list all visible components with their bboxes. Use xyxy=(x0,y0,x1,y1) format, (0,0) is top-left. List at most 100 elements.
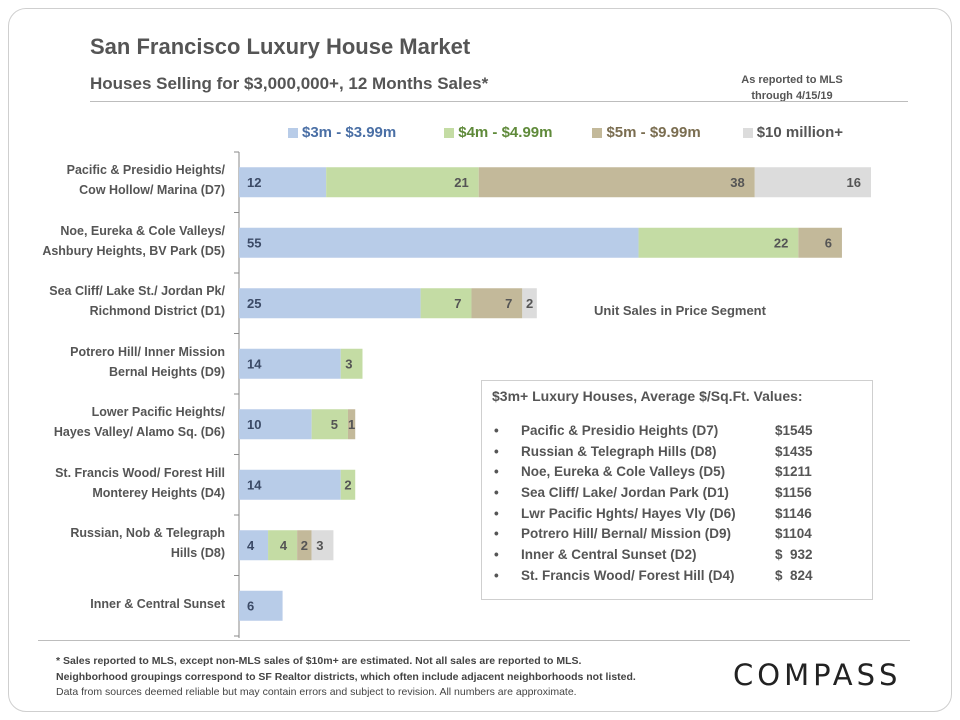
footer-divider xyxy=(38,640,910,641)
legend-item-1: $3m - $3.99m xyxy=(288,124,396,141)
info-list-item: • Lwr Pacific Hghts/ Hayes Vly (D6) $1146 xyxy=(492,503,872,524)
bar-segment xyxy=(478,167,755,198)
bar-segment xyxy=(340,348,363,379)
legend-label-3: $5m - $9.99m xyxy=(606,124,701,141)
category-label: St. Francis Wood/ Forest Hill Monterey He… xyxy=(55,463,225,503)
bar-segment xyxy=(239,530,269,561)
bar-data-label: 2 xyxy=(526,296,533,311)
info-list-item: • Noe, Eureka & Cole Valleys (D5) $1211 xyxy=(492,461,872,482)
bar-segment xyxy=(420,288,472,319)
bullet-icon: • xyxy=(494,464,499,480)
bar-data-label: 25 xyxy=(247,296,261,311)
category-label-line: Hills (D8) xyxy=(170,546,225,561)
legend-label-4: $10 million+ xyxy=(756,124,843,141)
info-item-value: $1435 xyxy=(775,443,813,459)
bar-segment xyxy=(347,409,356,440)
category-label: Sea Cliff/ Lake St./ Jordan Pk/Richmond … xyxy=(49,281,225,321)
bar-segment xyxy=(239,469,341,500)
bar-segment xyxy=(311,530,334,561)
category-label-line: Ashbury Heights, BV Park (D5) xyxy=(42,243,225,258)
category-label: Lower Pacific Heights/Hayes Valley/ Alam… xyxy=(54,402,225,442)
legend-swatch-4 xyxy=(742,127,753,138)
info-item-name: Pacific & Presidio Heights (D7) xyxy=(521,422,719,438)
category-label-line: Richmond District (D1) xyxy=(89,304,225,319)
legend-item-3: $5m - $9.99m xyxy=(592,124,701,141)
category-label-line: Monterey Heights (D4) xyxy=(92,485,225,500)
bar-segment xyxy=(239,590,283,621)
info-item-value: $ 932 xyxy=(775,546,813,562)
info-list-item: • Sea Cliff/ Lake/ Jordan Park (D1) $1156 xyxy=(492,482,872,503)
bar-segment xyxy=(522,288,537,319)
bar-data-label: 6 xyxy=(825,235,832,250)
category-label-line: Inner & Central Sunset xyxy=(90,596,225,611)
bar-data-label: 5 xyxy=(331,417,338,432)
bar-segment xyxy=(798,227,842,258)
bar-data-label: 4 xyxy=(280,538,288,553)
source-note-line1: As reported to MLS xyxy=(741,74,843,86)
compass-logo: COMPASS xyxy=(733,658,902,692)
category-label-line: Russian, Nob & Telegraph xyxy=(70,526,225,541)
info-item-name: Lwr Pacific Hghts/ Hayes Vly (D6) xyxy=(521,505,736,521)
sqft-info-box: $3m+ Luxury Houses, Average $/Sq.Ft. Val… xyxy=(481,380,873,600)
info-list-item: • St. Francis Wood/ Forest Hill (D4) $ 824 xyxy=(492,565,872,586)
bar-segment xyxy=(638,227,799,258)
legend-swatch-3 xyxy=(592,127,603,138)
footnote-line1: * Sales reported to MLS, except non-MLS … xyxy=(56,655,582,667)
bar-segment xyxy=(340,469,356,500)
title-divider xyxy=(90,101,908,102)
page-subtitle: Houses Selling for $3,000,000+, 12 Month… xyxy=(90,74,489,93)
source-note-line2: through 4/15/19 xyxy=(751,90,833,102)
bar-data-label: 2 xyxy=(301,538,308,553)
info-item-name: Russian & Telegraph Hills (D8) xyxy=(521,443,717,459)
legend-swatch-1 xyxy=(288,127,298,138)
bar-data-label: 2 xyxy=(344,477,351,492)
bar-segment xyxy=(311,409,348,440)
bar-data-label: 3 xyxy=(345,356,352,371)
bar-data-label: 7 xyxy=(505,296,512,311)
legend-swatch-2 xyxy=(444,127,455,138)
info-list-item: • Russian & Telegraph Hills (D8) $1435 xyxy=(492,441,872,462)
category-label-line: Sea Cliff/ Lake St./ Jordan Pk/ xyxy=(49,284,225,299)
info-item-name: Sea Cliff/ Lake/ Jordan Park (D1) xyxy=(521,484,729,500)
bar-data-label: 6 xyxy=(247,598,254,613)
info-box-title: $3m+ Luxury Houses, Average $/Sq.Ft. Val… xyxy=(492,388,803,404)
legend-item-4: $10 million+ xyxy=(742,124,843,141)
source-note: As reported to MLS through 4/15/19 xyxy=(722,72,862,104)
info-item-name: Potrero Hill/ Bernal/ Mission (D9) xyxy=(521,526,732,542)
bar-segment xyxy=(239,348,341,379)
bar-segment xyxy=(239,288,421,319)
bar-segment xyxy=(239,227,639,258)
bar-segment xyxy=(268,530,298,561)
category-label-line: Cow Hollow/ Marina (D7) xyxy=(79,183,225,198)
category-label-line: Pacific & Presidio Heights/ xyxy=(66,163,225,178)
bar-segment xyxy=(471,288,523,319)
category-label: Pacific & Presidio Heights/Cow Hollow/ M… xyxy=(67,160,225,200)
legend-label-2: $4m - $4.99m xyxy=(458,124,553,141)
bar-data-label: 16 xyxy=(847,175,861,190)
bullet-icon: • xyxy=(494,443,499,459)
chart-annotation: Unit Sales in Price Segment xyxy=(594,303,766,318)
category-label: Inner & Central Sunset xyxy=(90,594,225,614)
bar-data-label: 38 xyxy=(730,175,744,190)
info-item-value: $1156 xyxy=(775,484,812,500)
bullet-icon: • xyxy=(494,546,499,562)
bullet-icon: • xyxy=(494,484,499,500)
info-list-item: • Inner & Central Sunset (D2) $ 932 xyxy=(492,544,872,565)
info-item-value: $1146 xyxy=(775,505,812,521)
legend-item-2: $4m - $4.99m xyxy=(444,124,552,141)
bar-segment xyxy=(326,167,479,198)
category-label: Noe, Eureka & Cole Valleys/Ashbury Heigh… xyxy=(42,221,225,261)
info-item-name: Noe, Eureka & Cole Valleys (D5) xyxy=(521,464,726,480)
footnote-line2: Neighborhood groupings correspond to SF … xyxy=(56,670,636,683)
category-label-line: Potrero Hill/ Inner Mission xyxy=(70,344,225,359)
bar-data-label: 1 xyxy=(348,417,355,432)
info-item-value: $1104 xyxy=(775,526,812,542)
info-item-name: St. Francis Wood/ Forest Hill (D4) xyxy=(521,567,735,583)
bar-segment xyxy=(297,530,312,561)
bullet-icon: • xyxy=(494,526,499,542)
category-label: Russian, Nob & Telegraph Hills (D8) xyxy=(70,523,225,563)
bar-segment xyxy=(754,167,871,198)
bullet-icon: • xyxy=(494,505,499,521)
footnote-line3: Data from sources deemed reliable but ma… xyxy=(56,686,577,698)
